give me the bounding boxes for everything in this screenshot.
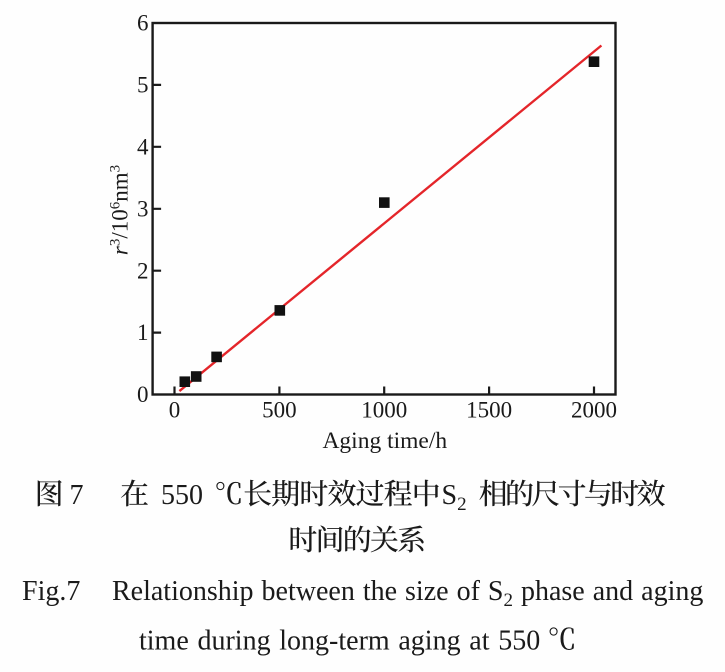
svg-text:500: 500 <box>262 398 297 423</box>
svg-text:2000: 2000 <box>571 398 617 423</box>
svg-text:time during long-term aging at: time during long-term aging at 550 <box>139 626 540 657</box>
svg-text:2: 2 <box>137 258 149 283</box>
svg-text:7: 7 <box>70 480 84 511</box>
svg-text:0: 0 <box>137 382 149 407</box>
svg-text:4: 4 <box>137 134 149 159</box>
svg-text:3: 3 <box>137 196 149 221</box>
svg-text:550: 550 <box>161 480 203 511</box>
svg-text:6: 6 <box>137 11 149 36</box>
svg-text:1000: 1000 <box>361 398 407 423</box>
svg-text:Fig.7: Fig.7 <box>22 576 80 607</box>
svg-text:r3/106nm3: r3/106nm3 <box>108 165 133 255</box>
svg-text:0: 0 <box>169 398 181 423</box>
svg-text:Relationship between the size: Relationship between the size of S2 phas… <box>112 576 703 611</box>
svg-text:Aging time/h: Aging time/h <box>322 428 447 454</box>
svg-text:1: 1 <box>137 320 149 345</box>
svg-text:1500: 1500 <box>466 398 512 423</box>
svg-text:5: 5 <box>137 73 149 98</box>
